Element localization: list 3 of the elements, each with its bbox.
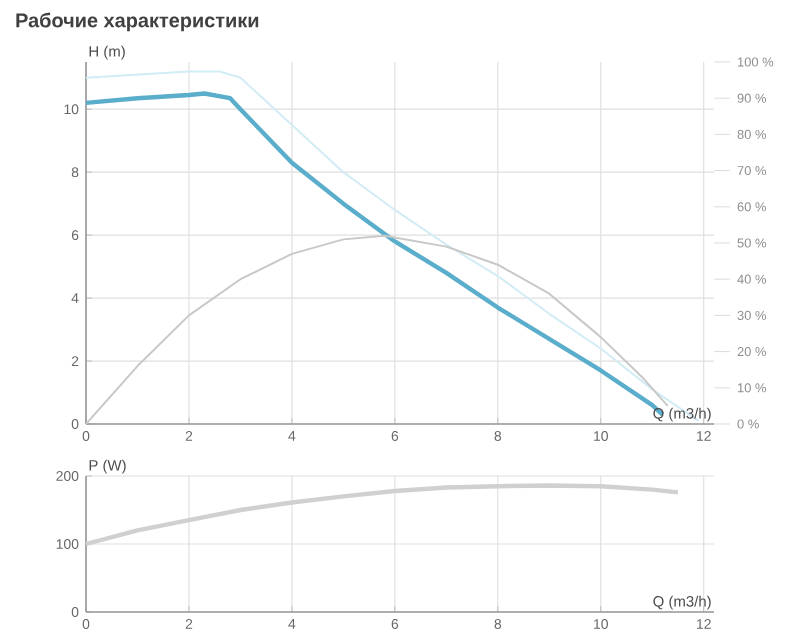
chart-title: Рабочие характеристики <box>16 12 259 32</box>
line-series <box>86 234 669 424</box>
line-series <box>83 483 681 547</box>
